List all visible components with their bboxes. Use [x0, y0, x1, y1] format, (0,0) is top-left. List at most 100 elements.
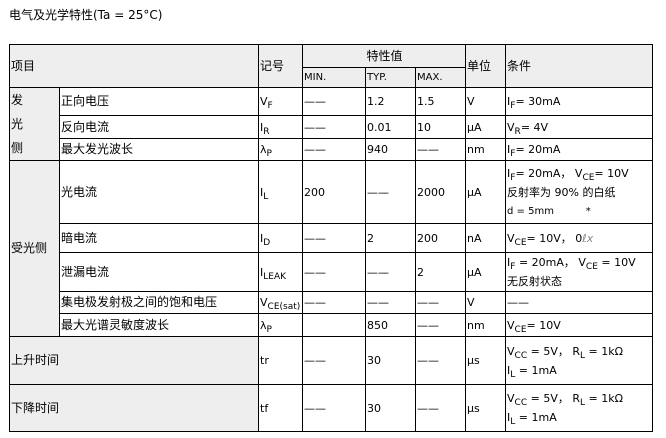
condition: VR= 4V — [505, 115, 654, 139]
condition: IF= 30mA — [505, 87, 654, 116]
header-min: MIN. — [302, 67, 367, 88]
cell-text: 集电极发射极之间的饱和电压 — [61, 295, 218, 309]
cell-text: —— — [304, 95, 327, 108]
condition-text: = 30mA — [515, 95, 561, 108]
cell-text: μA — [467, 185, 482, 199]
cell-text: 上升时间 — [11, 353, 60, 367]
value-max: 200 — [415, 223, 467, 253]
cell-text: —— — [304, 143, 327, 156]
symbol: λP — [258, 313, 304, 337]
condition: IF= 20mA — [505, 138, 654, 161]
condition-line: IL = 1mA — [507, 408, 652, 427]
value-max: —— — [415, 384, 467, 432]
cell-text: nm — [467, 318, 485, 332]
symbol-subscript: L — [263, 191, 269, 202]
condition-text: CE — [514, 237, 527, 248]
condition-text: d = 5mm * — [507, 205, 591, 217]
symbol-subscript: R — [263, 126, 270, 137]
section-title: 电气及光学特性(Ta = 25°C) — [9, 8, 163, 22]
item-name: 集电极发射极之间的饱和电压 — [58, 291, 260, 314]
condition-text: V — [507, 392, 515, 405]
table-row: 反向电流 IR —— 0.01 10 μA VR= 4V — [10, 115, 654, 139]
value-unit: μA — [465, 252, 507, 292]
cell-text: V — [260, 95, 268, 108]
value-typ: 0.01 — [365, 115, 417, 139]
symbol-subscript: CE(sat) — [267, 302, 301, 312]
value-typ: 940 — [365, 138, 417, 161]
condition-text: = 4V — [520, 120, 549, 134]
header-characteristic: 特性值 — [302, 44, 467, 68]
condition-line: VCC = 5V， RL = 1kΩ — [507, 389, 652, 408]
cell-text: 200 — [304, 185, 326, 199]
symbol: IL — [258, 160, 304, 224]
cell-text: —— — [367, 265, 390, 279]
value-typ: 30 — [365, 384, 417, 432]
condition-line: 反射率为 90% 的白纸 — [507, 183, 652, 202]
cell-text: tr — [260, 354, 269, 367]
condition-text: L — [580, 350, 586, 361]
table-row: 发 光 侧正向电压 VF —— 1.2 1.5 V IF= 30mA — [9, 87, 654, 161]
cell-text: —— — [367, 185, 390, 199]
condition-text: L — [580, 398, 586, 408]
value-max: —— — [415, 313, 467, 337]
condition: VCE= 10V， 0ℓx — [505, 223, 654, 253]
cell-text: 最大发光波长 — [61, 142, 134, 156]
value-unit: V — [465, 87, 507, 116]
condition-text: 无反射状态 — [507, 275, 563, 288]
value-max: 10 — [415, 115, 467, 139]
cell-text: nm — [467, 143, 485, 156]
cell-text: μA — [467, 120, 482, 134]
condition-text: CC — [514, 350, 528, 361]
cell-text: —— — [304, 354, 327, 367]
condition-text: I — [507, 95, 511, 108]
item-name: 最大光谱灵敏度波长 — [58, 313, 260, 337]
condition-text: F — [510, 262, 516, 272]
condition-text: = 5V， R — [527, 392, 580, 405]
condition-text: —— — [507, 296, 530, 309]
item-name: 上升时间 — [8, 336, 260, 385]
value-typ: 30 — [365, 336, 417, 385]
value-min: 200 — [302, 160, 367, 224]
cell-text: —— — [304, 265, 327, 279]
condition-text: CE — [582, 172, 595, 183]
value-typ: —— — [365, 291, 417, 314]
condition-text: = 1mA — [515, 363, 557, 377]
value-unit: μs — [465, 384, 507, 432]
cell-text: —— — [367, 296, 390, 309]
condition-text: CE — [514, 324, 527, 335]
condition: —— — [505, 291, 654, 314]
item-name: 下降时间 — [8, 384, 260, 432]
symbol: λP — [258, 138, 304, 161]
cell-text: 泄漏电流 — [61, 264, 110, 279]
cell-text: 30 — [367, 354, 382, 367]
cell-text: —— — [304, 401, 327, 415]
cell-text: λ — [260, 143, 267, 156]
condition-text: = 10V — [526, 318, 561, 332]
symbol-subscript: LEAK — [263, 271, 287, 282]
condition-text: R — [514, 126, 521, 137]
condition-text: I — [507, 411, 511, 424]
cell-text: 正向电压 — [61, 94, 110, 108]
item-name: 暗电流 — [58, 223, 260, 253]
header-condition: 条件 — [505, 44, 654, 88]
value-max: 2000 — [415, 160, 467, 224]
value-unit: μs — [465, 336, 507, 385]
cell-text: I — [260, 231, 264, 245]
cell-text: —— — [417, 401, 440, 415]
value-min: —— — [302, 138, 367, 161]
cell-text: 反向电流 — [61, 119, 110, 134]
cell-text: V — [467, 95, 475, 108]
condition-text: ℓx — [582, 231, 594, 245]
cell-text: —— — [417, 318, 440, 332]
cell-text: 10 — [417, 120, 432, 134]
cell-text: μs — [467, 354, 480, 367]
condition: IF= 20mA， VCE= 10V 反射率为 90% 的白纸 d = 5mm * — [505, 160, 654, 224]
condition-text: L — [510, 369, 516, 380]
cell-text: 最大光谱灵敏度波长 — [61, 317, 170, 332]
cell-text: —— — [417, 143, 440, 156]
table-row: 上升时间 tr —— 30 —— μs VCC = 5V， RL = 1kΩ IL = 1mA — [8, 336, 654, 385]
cell-text: 0.01 — [367, 120, 392, 134]
group-label-detector: 受光侧 — [9, 160, 60, 337]
value-typ: 1.2 — [365, 87, 417, 116]
condition-text: = 20mA， V — [515, 256, 586, 269]
